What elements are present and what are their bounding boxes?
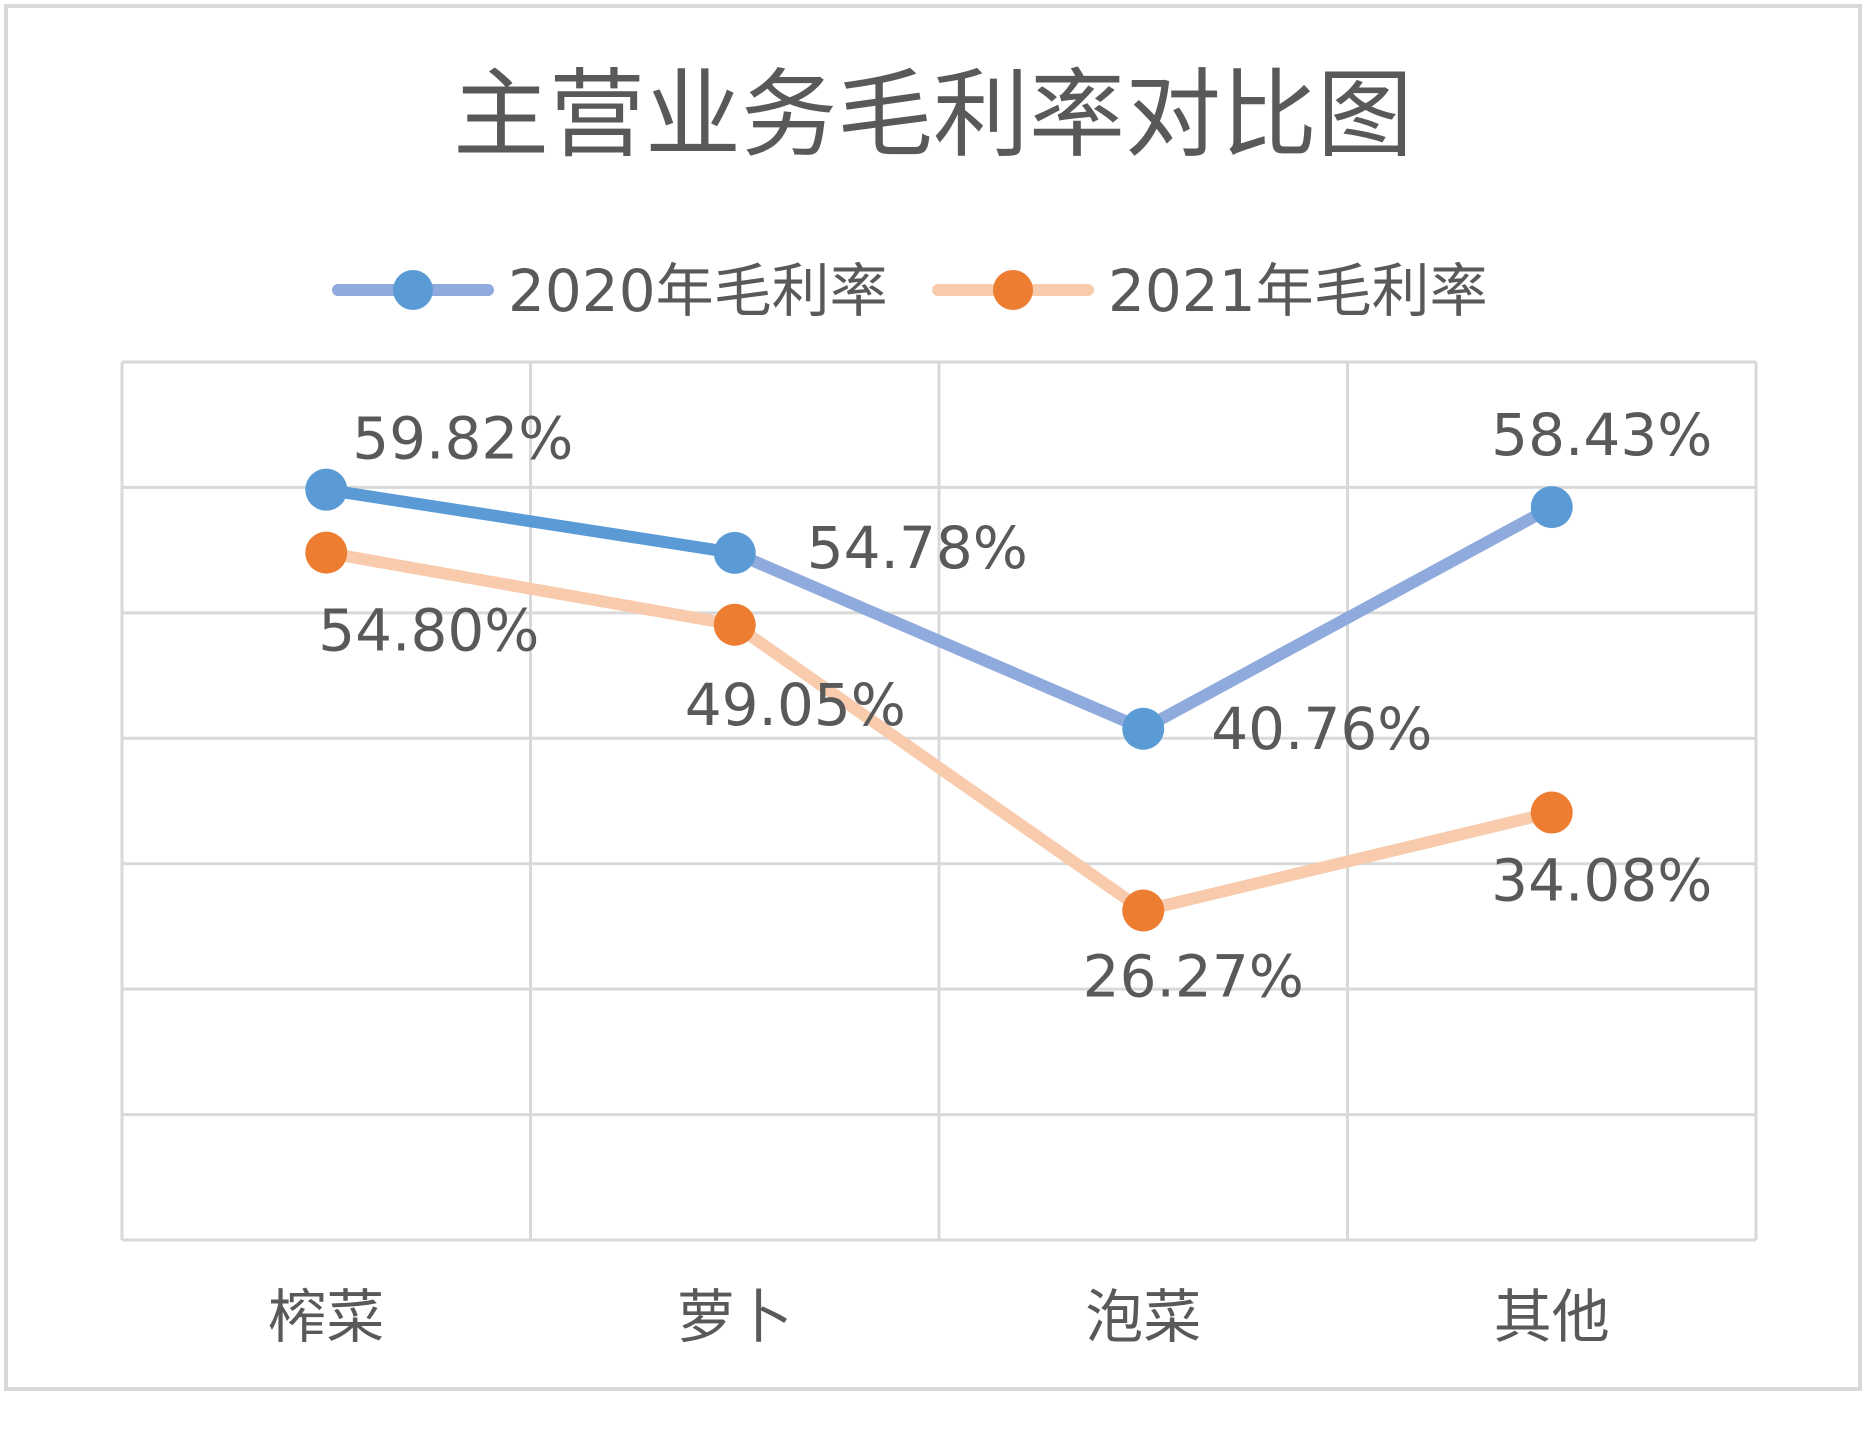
data-point-marker: [713, 603, 756, 646]
legend: 2020年毛利率 2021年毛利率: [332, 257, 1488, 325]
data-point-marker: [1530, 486, 1573, 529]
chart-title: 主营业务毛利率对比图: [453, 59, 1413, 171]
data-label: 26.27%: [1083, 942, 1304, 1010]
series-line-segment: [728, 618, 1150, 917]
data-point-marker: [305, 531, 348, 574]
x-tick-label: 榨菜: [268, 1283, 384, 1351]
x-axis-tick-labels: 榨菜 萝卜 泡菜 其他: [268, 1283, 1610, 1351]
plot-data-labels: 59.82% 54.78% 40.76% 58.43% 54.80% 49.05% 26.2…: [318, 401, 1712, 1010]
legend-item-2020: 2020年毛利率: [332, 257, 888, 325]
chart-frame: [4, 4, 1862, 1391]
data-label: 54.78%: [807, 514, 1028, 582]
series-line-segment: [320, 546, 741, 631]
series-line-segment: [1137, 501, 1558, 735]
data-point-marker: [305, 468, 348, 511]
data-point-marker: [1122, 707, 1165, 750]
data-label: 40.76%: [1211, 695, 1432, 763]
plot-series: [305, 468, 1573, 932]
series-line-segment: [320, 483, 741, 559]
series-0: [305, 468, 1573, 750]
x-tick-label: 其他: [1494, 1283, 1610, 1351]
x-tick-label: 萝卜: [677, 1283, 793, 1351]
series-1: [305, 531, 1573, 932]
x-tick-label: 泡菜: [1085, 1283, 1201, 1351]
legend-marker-2021: [993, 270, 1033, 310]
plot-grid: [120, 360, 1758, 1242]
data-point-marker: [713, 531, 756, 574]
data-point-marker: [1530, 791, 1573, 834]
legend-label-2020: 2020年毛利率: [508, 257, 888, 325]
series-line-segment: [1137, 806, 1558, 917]
legend-item-2021: 2021年毛利率: [932, 257, 1488, 325]
data-label: 54.80%: [318, 597, 539, 665]
data-label: 34.08%: [1491, 847, 1712, 915]
legend-label-2021: 2021年毛利率: [1108, 257, 1488, 325]
legend-marker-2020: [393, 270, 433, 310]
data-point-marker: [1122, 889, 1165, 932]
data-label: 59.82%: [352, 405, 573, 473]
data-label: 49.05%: [685, 671, 906, 739]
data-label: 58.43%: [1491, 401, 1712, 469]
series-line-segment: [728, 546, 1150, 735]
